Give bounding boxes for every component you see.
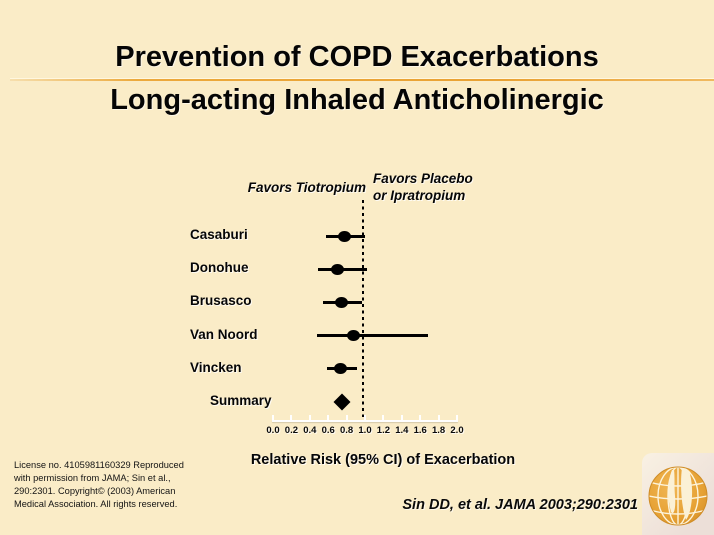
x-axis-tick	[345, 415, 348, 421]
x-axis-tick	[419, 415, 422, 421]
study-label: Brusasco	[190, 293, 252, 309]
favors-placebo-line2: or Ipratropium	[373, 187, 466, 203]
x-axis-tick	[272, 415, 274, 421]
citation-text: Sin DD, et al. JAMA 2003;290:2301	[402, 497, 638, 513]
point-estimate-marker	[333, 363, 347, 375]
title-separator	[10, 78, 714, 81]
x-tick-label: 0.8	[339, 425, 354, 436]
globe-icon	[648, 466, 708, 526]
point-estimate-marker	[338, 230, 352, 242]
x-axis-tick	[400, 415, 403, 421]
x-axis-line	[272, 420, 458, 422]
x-axis-tick	[308, 415, 311, 421]
point-estimate-marker	[330, 263, 344, 275]
x-tick-label: 1.8	[431, 425, 446, 436]
summary-diamond-marker	[333, 393, 351, 411]
x-axis-tick	[456, 415, 458, 421]
globe-logo	[642, 453, 714, 535]
x-tick-label: 1.0	[358, 425, 372, 436]
license-line: with permission from JAMA; Sin et al.,	[14, 473, 171, 484]
x-axis-tick	[437, 415, 440, 421]
x-tick-label: 2.0	[450, 425, 464, 436]
license-line: License no. 4105981160329 Reproduced	[14, 460, 184, 470]
page-title: Prevention of COPD Exacerbations	[115, 41, 599, 73]
x-tick-label: 1.6	[413, 425, 427, 436]
confidence-interval	[317, 334, 429, 338]
point-estimate-marker	[334, 296, 348, 308]
x-tick-label: 0.0	[266, 425, 280, 436]
favors-placebo-line1: Favors Placebo	[373, 171, 473, 186]
favors-placebo-label: Favors Placebo or Ipratropium	[373, 171, 473, 205]
x-tick-label: 1.4	[395, 425, 409, 436]
study-label: Summary	[210, 393, 272, 408]
x-tick-label: 0.6	[321, 425, 335, 436]
x-axis-tick	[290, 415, 293, 421]
x-tick-label: 0.4	[303, 425, 317, 436]
study-label: Van Noord	[190, 326, 258, 342]
study-label: Donohue	[190, 260, 249, 276]
x-tick-label: 0.2	[284, 425, 298, 436]
study-label: Vincken	[190, 359, 242, 375]
x-axis-tick	[364, 415, 366, 421]
study-label: Casaburi	[190, 227, 248, 242]
x-tick-label: 1.2	[376, 425, 390, 436]
page-subtitle: Long-acting Inhaled Anticholinergic	[110, 84, 604, 116]
reference-line	[362, 200, 364, 417]
x-axis-title: Relative Risk (95% CI) of Exacerbation	[250, 452, 516, 468]
x-axis-tick	[327, 415, 330, 421]
x-axis-tick	[382, 415, 385, 421]
favors-tiotropium-label: Favors Tiotropium	[247, 180, 366, 195]
license-text: License no. 4105981160329 Reproduced with…	[14, 459, 209, 511]
license-line: 290:2301. Copyright© (2003) American	[14, 486, 176, 497]
license-line: Medical Association. All rights reserved…	[14, 499, 178, 510]
point-estimate-marker	[347, 330, 361, 342]
